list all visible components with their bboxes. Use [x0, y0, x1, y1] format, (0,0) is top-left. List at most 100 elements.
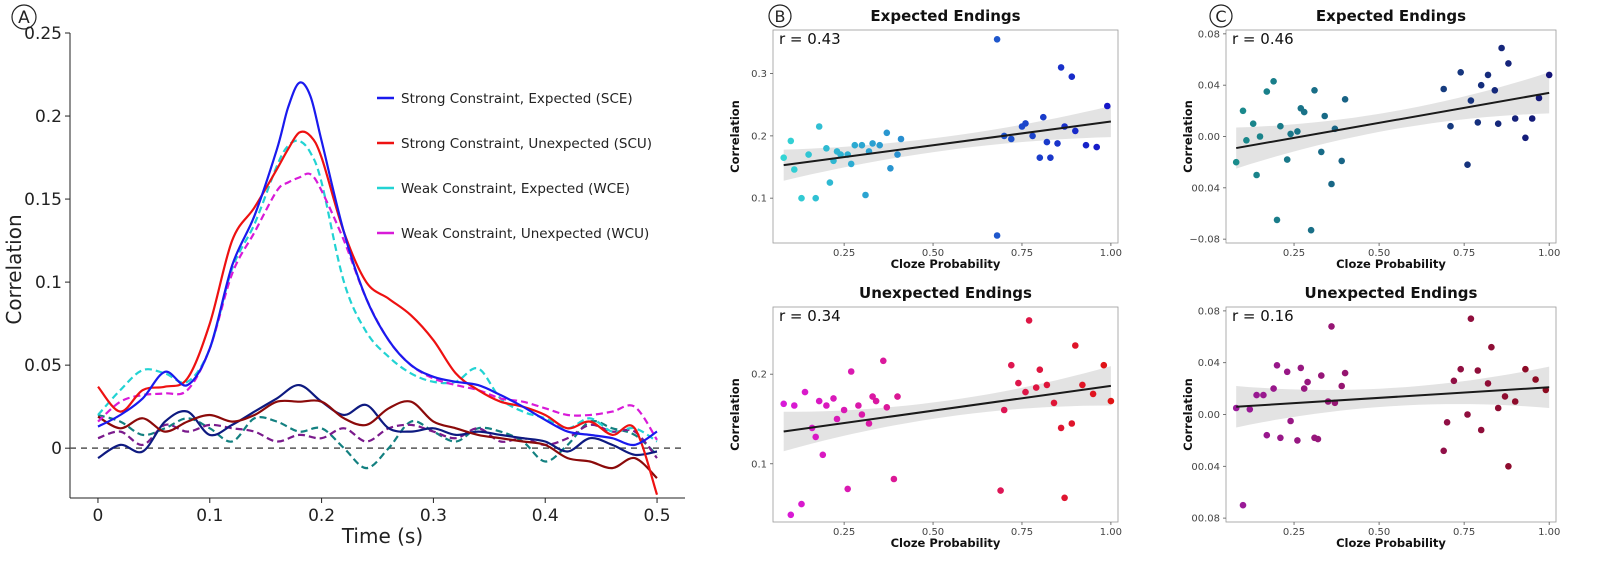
- data-point: [1501, 393, 1509, 400]
- legend-label: Strong Constraint, Unexpected (SCU): [401, 136, 652, 152]
- data-point: [865, 420, 873, 427]
- data-point: [993, 36, 1001, 43]
- data-point: [1464, 411, 1471, 418]
- y-tick-label: 0.00: [1198, 132, 1220, 143]
- data-point: [823, 145, 830, 152]
- data-point: [815, 123, 823, 130]
- data-point: [1484, 380, 1492, 387]
- data-point: [1068, 73, 1076, 80]
- data-point: [1328, 180, 1335, 188]
- x-tick-label: 0.50: [922, 527, 944, 538]
- panel-title: Expected Endings: [1316, 7, 1466, 25]
- data-point: [819, 451, 827, 459]
- x-tick-label: 0.2: [308, 506, 335, 526]
- y-tick-label: −0.08: [1189, 235, 1220, 246]
- data-point: [1474, 367, 1482, 374]
- y-tick-label: 0.25: [24, 24, 62, 44]
- y-tick-label: 00.04: [1191, 183, 1220, 194]
- data-point: [1467, 315, 1475, 323]
- data-point: [1061, 494, 1068, 502]
- data-point: [1246, 406, 1254, 413]
- data-point: [1488, 343, 1495, 351]
- x-axis-label: Cloze Probability: [1336, 536, 1446, 550]
- x-tick-label: 0.25: [1283, 527, 1305, 538]
- data-point: [1300, 108, 1308, 116]
- data-point: [805, 151, 812, 158]
- data-point: [1287, 417, 1294, 425]
- series-line: [97, 81, 658, 447]
- data-point: [1054, 140, 1061, 147]
- y-axis-label: Correlation: [2, 214, 26, 324]
- panel-label-b: B: [768, 4, 792, 28]
- y-tick-label: 0.08: [1198, 306, 1220, 317]
- data-point: [1505, 60, 1512, 67]
- x-tick-label: 0: [93, 506, 104, 526]
- x-axis-label: Cloze Probability: [891, 257, 1001, 271]
- y-tick-label: 0.04: [1198, 81, 1220, 92]
- data-point: [851, 141, 859, 149]
- scatter-panel-c-expected: 0.25 0.50 0.75 1.00 −0.08 00.04 0.00 0.04 0.08 Ex…: [1181, 7, 1560, 271]
- data-point: [1304, 378, 1311, 386]
- data-point: [1270, 385, 1277, 392]
- data-point: [862, 191, 869, 199]
- data-point: [791, 166, 798, 173]
- y-tick-label: 0.2: [751, 370, 767, 381]
- correlation-annotation: r = 0.46: [1232, 30, 1294, 48]
- regression-line: [783, 120, 1112, 167]
- data-point: [1008, 361, 1015, 369]
- data-point: [872, 397, 880, 405]
- data-point: [858, 141, 866, 149]
- data-point: [1089, 390, 1097, 398]
- data-point: [1107, 397, 1115, 405]
- y-axis-label: Correlation: [1181, 378, 1195, 451]
- data-point: [1484, 71, 1492, 79]
- data-point: [1050, 399, 1058, 407]
- x-tick-label: 0.3: [420, 506, 447, 526]
- y-tick-label: 0.00: [1198, 410, 1220, 421]
- series-line: [97, 172, 658, 441]
- data-point: [1040, 113, 1047, 121]
- data-point: [1057, 424, 1065, 432]
- x-tick-label: 0.75: [1011, 248, 1033, 259]
- y-tick-label: 00.04: [1191, 462, 1220, 473]
- data-point: [798, 500, 805, 508]
- x-tick-label: 1.00: [1538, 248, 1560, 259]
- data-point: [1294, 128, 1301, 135]
- y-axis-label: Correlation: [1181, 100, 1195, 173]
- legend-label: Weak Constraint, Expected (WCE): [401, 181, 630, 197]
- data-point: [1545, 71, 1553, 79]
- data-point: [826, 179, 834, 186]
- data-point: [1341, 96, 1349, 103]
- data-point: [993, 232, 1001, 239]
- data-point: [1443, 419, 1451, 426]
- data-point: [1338, 382, 1345, 390]
- data-point: [1464, 161, 1471, 168]
- data-point: [1318, 148, 1325, 156]
- y-tick-label: 00.08: [1191, 514, 1220, 525]
- data-point: [1283, 156, 1291, 163]
- regression-line: [1236, 386, 1550, 408]
- data-point: [1015, 379, 1022, 387]
- data-point: [1273, 362, 1281, 369]
- series-line: [97, 384, 658, 460]
- data-point: [812, 433, 819, 441]
- data-point: [1273, 216, 1281, 224]
- data-point: [883, 129, 891, 137]
- regression-line: [783, 384, 1112, 433]
- series-line: [97, 413, 658, 470]
- data-point: [1297, 364, 1305, 372]
- x-tick-label: 0.25: [833, 527, 855, 538]
- data-point: [1477, 81, 1485, 89]
- data-point: [869, 140, 876, 147]
- series-line: [97, 130, 659, 496]
- data-point: [847, 368, 855, 375]
- data-point: [1294, 437, 1301, 444]
- data-point: [1036, 366, 1044, 374]
- data-point: [1307, 226, 1315, 234]
- y-tick-label: 0.04: [1198, 358, 1220, 369]
- data-point: [997, 487, 1004, 494]
- x-tick-label: 0.75: [1011, 527, 1033, 538]
- data-point: [823, 402, 830, 409]
- x-tick-label: 0.25: [1283, 248, 1305, 259]
- data-point: [1047, 154, 1054, 161]
